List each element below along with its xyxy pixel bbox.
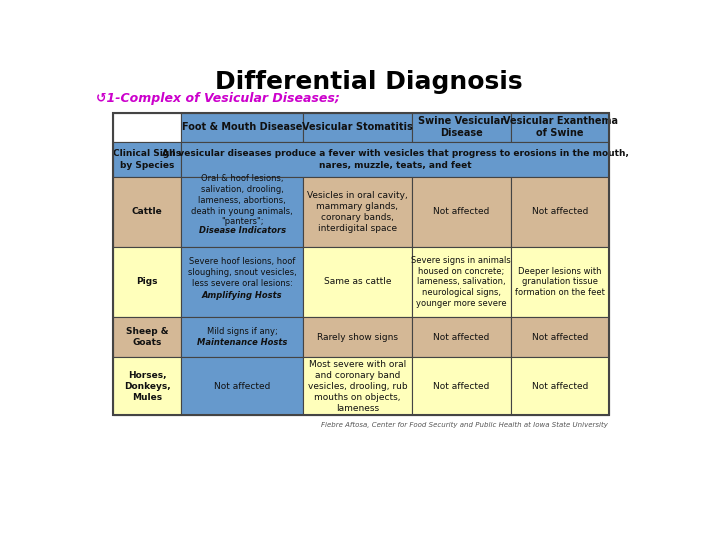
Bar [303,318,412,357]
Text: Pigs: Pigs [137,278,158,286]
Text: Amplifying Hosts: Amplifying Hosts [202,291,283,300]
Bar [113,112,181,142]
Text: Not affected: Not affected [433,207,490,217]
Text: Not affected: Not affected [214,382,271,391]
Bar [510,247,609,318]
Bar [181,247,303,318]
Bar [303,177,412,247]
Bar [113,247,181,318]
Text: Horses,
Donkeys,
Mules: Horses, Donkeys, Mules [124,370,171,402]
Bar [181,357,303,415]
Bar [181,318,303,357]
Text: ↺1-Complex of Vesicular Diseases;: ↺1-Complex of Vesicular Diseases; [96,92,340,105]
Bar [113,357,181,415]
Text: Not affected: Not affected [532,333,588,342]
Text: Vesicular Exanthema
of Swine: Vesicular Exanthema of Swine [503,116,618,138]
Text: Mild signs if any;: Mild signs if any; [207,327,278,336]
Text: Oral & hoof lesions,
salivation, drooling,
lameness, abortions,
death in young a: Oral & hoof lesions, salivation, droolin… [192,174,293,226]
Text: Differential Diagnosis: Differential Diagnosis [215,70,523,94]
Text: Sheep &
Goats: Sheep & Goats [126,327,168,347]
Text: Vesicles in oral cavity,
mammary glands,
coronary bands,
interdigital space: Vesicles in oral cavity, mammary glands,… [307,191,408,233]
Text: Same as cattle: Same as cattle [323,278,391,286]
Bar [181,112,303,142]
Bar [510,177,609,247]
Text: Cattle: Cattle [132,207,163,217]
Bar [303,357,412,415]
Bar [412,318,510,357]
Text: Severe signs in animals
housed on concrete;
lameness, salivation,
neurological s: Severe signs in animals housed on concre… [411,256,511,308]
Bar [113,318,181,357]
Bar [303,112,412,142]
Bar [510,112,609,142]
Bar [181,177,303,247]
Text: Severe hoof lesions, hoof
sloughing, snout vesicles,
less severe oral lesions:: Severe hoof lesions, hoof sloughing, sno… [188,258,297,288]
Bar [181,142,609,177]
Text: Most severe with oral
and coronary band
vesicles, drooling, rub
mouths on object: Most severe with oral and coronary band … [307,360,408,413]
Text: Not affected: Not affected [532,382,588,391]
Bar [412,357,510,415]
Bar [113,177,181,247]
Bar [412,112,510,142]
Text: Vesicular Stomatitis: Vesicular Stomatitis [302,122,413,132]
Bar [510,318,609,357]
Bar [510,357,609,415]
Text: All vesicular diseases produce a fever with vesicles that progress to erosions i: All vesicular diseases produce a fever w… [162,150,629,170]
Bar [412,177,510,247]
Text: Maintenance Hosts: Maintenance Hosts [197,338,287,347]
Bar [412,247,510,318]
Text: Fiebre Aftosa, Center for Food Security and Public Health at Iowa State Universi: Fiebre Aftosa, Center for Food Security … [321,422,608,428]
Bar [113,142,181,177]
Text: Not affected: Not affected [433,382,490,391]
Text: Rarely show signs: Rarely show signs [317,333,398,342]
Bar [303,247,412,318]
Text: Disease Indicators: Disease Indicators [199,226,286,235]
Text: Foot & Mouth Disease: Foot & Mouth Disease [182,122,302,132]
Text: Clinical Signs
by Species: Clinical Signs by Species [113,150,181,170]
Bar [113,112,609,415]
Text: Not affected: Not affected [433,333,490,342]
Text: Swine Vesicular
Disease: Swine Vesicular Disease [418,116,505,138]
Text: Not affected: Not affected [532,207,588,217]
Text: Deeper lesions with
granulation tissue
formation on the feet: Deeper lesions with granulation tissue f… [515,267,605,297]
